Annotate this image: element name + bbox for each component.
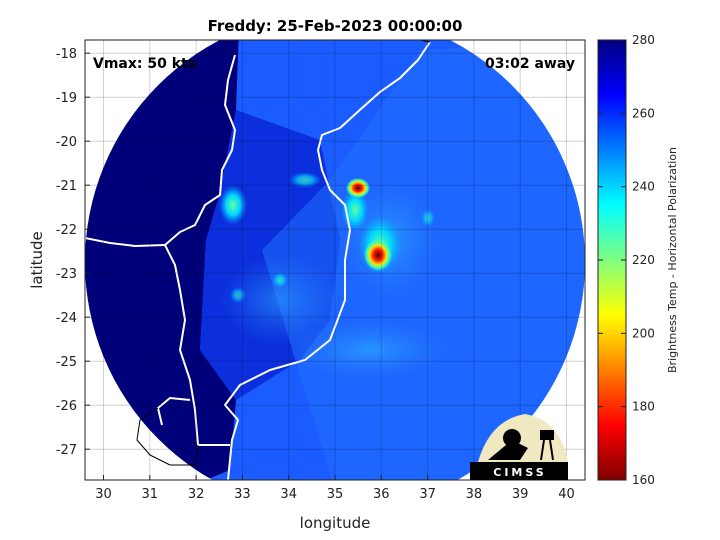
time-away-label: 03:02 away [485,56,575,72]
colorbar-tick-label: 240 [632,180,655,194]
colorbar-tick-label: 260 [632,106,655,120]
cimss-logo: CIMSS [470,414,568,480]
colorbar-tick-label: 220 [632,253,655,267]
colorbar-tick-label: 160 [632,473,655,487]
data-layer [85,40,585,480]
rainband-blob [290,320,450,380]
country-border [85,237,166,247]
x-tick-label: 30 [95,487,112,502]
colorbar-ticks: 160 180 200 220 240 260 280 [598,33,655,487]
y-axis-label: latitude [28,231,46,289]
y-tick-label: -19 [56,91,77,106]
hot-spot-core [346,178,370,198]
convective-cell [219,185,247,225]
x-tick-label: 35 [327,487,344,502]
y-tick-label: -27 [56,443,77,458]
x-tick-label: 33 [234,487,251,502]
grid-layer [85,40,585,480]
rainband-blob [220,255,340,345]
plot-frame [84,39,586,481]
convective-cell [272,272,288,288]
x-tick-label: 36 [373,487,390,502]
x-tick-label: 40 [558,487,575,502]
convective-cell [289,172,321,188]
x-axis-label: longitude [300,514,371,532]
logo-text: CIMSS [493,466,546,479]
tick-layer: 30 31 32 33 34 35 36 37 38 39 40 -18 -19 -20 -21 -22 -23… [56,47,575,502]
convective-cell [230,287,246,303]
coastline [224,41,431,480]
chart-title: Freddy: 25-Feb-2023 00:00:00 [208,17,463,35]
country-border [157,397,191,426]
colorbar-tick-label: 200 [632,326,655,340]
y-tick-label: -26 [56,399,77,414]
y-tick-label: -20 [56,135,77,150]
vmax-label: Vmax: 50 kts [93,56,196,72]
y-tick-label: -25 [56,355,77,370]
convective-cell [421,209,435,227]
y-tick-label: -21 [56,179,77,194]
country-border [164,54,236,446]
y-tick-label: -23 [56,267,77,282]
colorbar-label: Brightness Temp - Horizontal Polarizatio… [666,147,679,373]
x-tick-label: 32 [188,487,205,502]
hot-spot-core [364,239,392,271]
y-tick-label: -18 [56,47,77,62]
colorbar-tick-label: 180 [632,400,655,414]
coastline-layer [85,40,431,480]
colorbar-tick-label: 280 [632,33,655,47]
y-tick-label: -22 [56,223,77,238]
x-tick-label: 39 [512,487,529,502]
country-border-outside [136,407,199,466]
ocean-swath-seam [262,40,585,480]
x-tick-label: 38 [466,487,483,502]
y-tick-label: -24 [56,311,77,326]
x-tick-label: 37 [419,487,436,502]
x-tick-label: 31 [142,487,159,502]
x-tick-label: 34 [280,487,297,502]
